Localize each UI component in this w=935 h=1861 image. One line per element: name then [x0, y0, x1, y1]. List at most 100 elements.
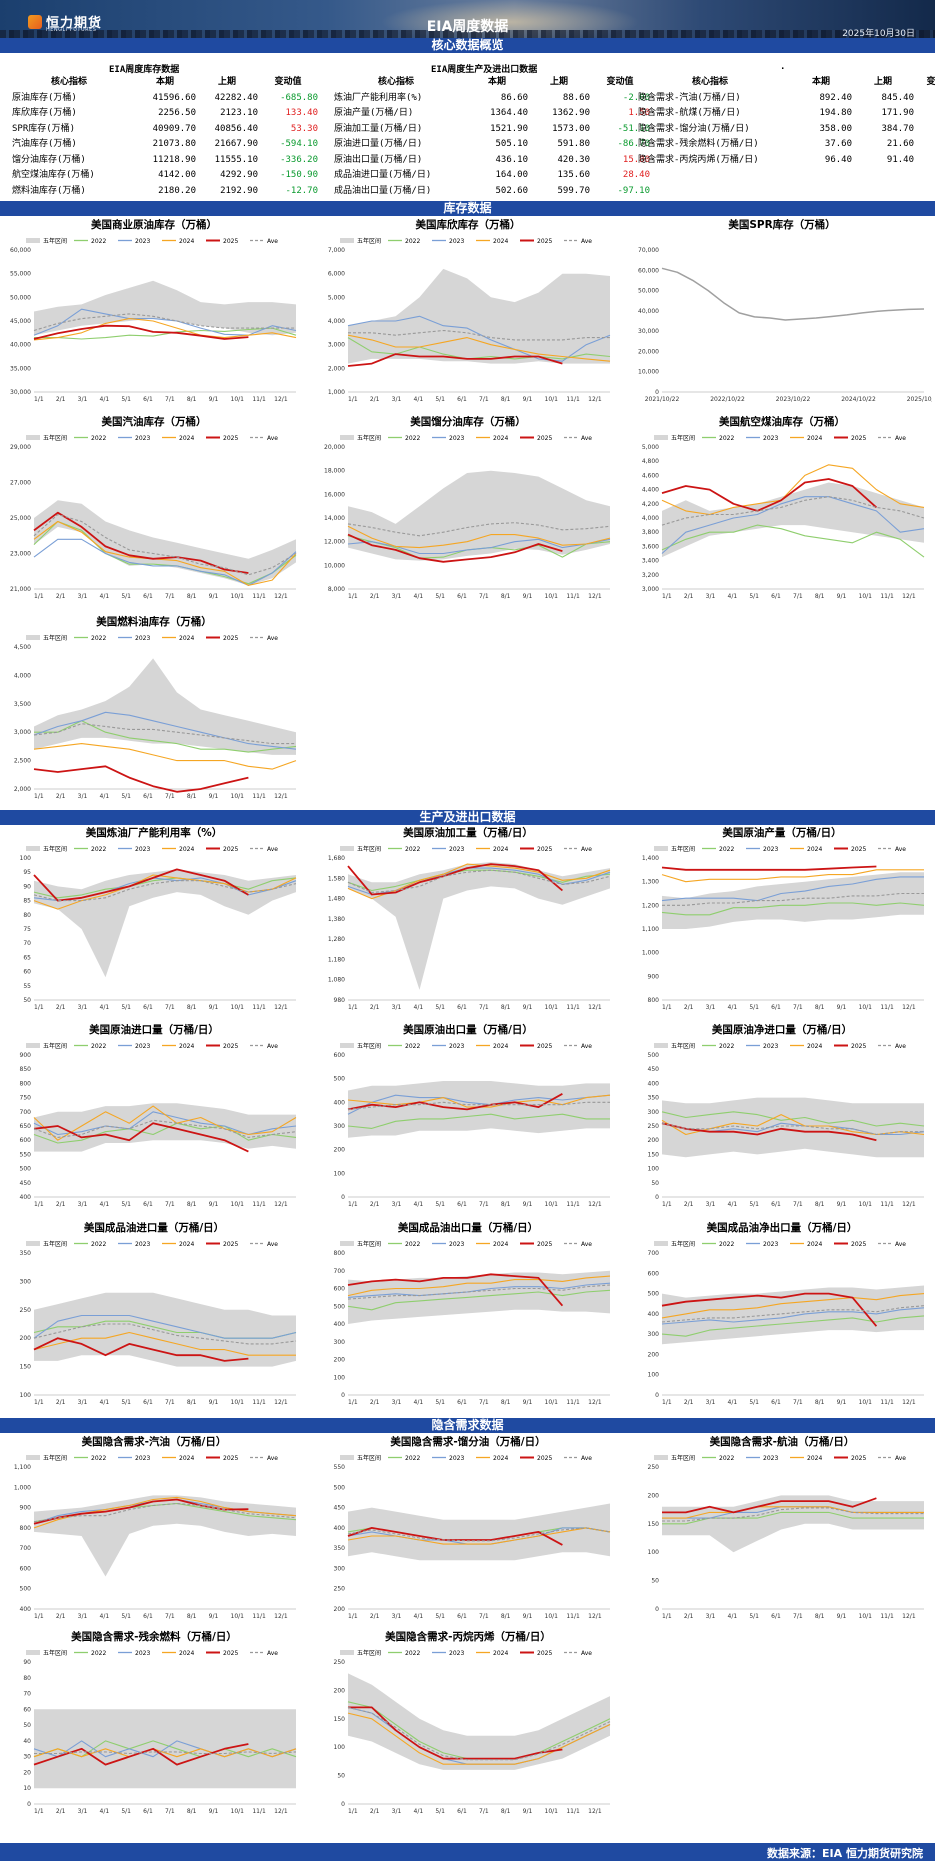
table-cell: 库欣库存(万桶): [12, 108, 77, 118]
legend-label: 2023: [135, 238, 150, 245]
legend-label: 2025: [223, 1650, 238, 1657]
table-cell: 28.40: [622, 170, 650, 180]
table-cell: 42282.40: [214, 92, 258, 103]
x-tick-label: 9/1: [523, 1808, 533, 1815]
legend-label: 2022: [405, 846, 420, 853]
x-tick-label: 3/1: [706, 1399, 716, 1406]
y-tick-label: 300: [20, 1278, 32, 1285]
x-tick-label: 2/1: [56, 1808, 66, 1815]
legend-label: Ave: [581, 846, 592, 853]
y-tick-label: 800: [334, 1250, 346, 1257]
y-tick-label: 1,080: [328, 977, 345, 984]
legend-swatch-range: [654, 1043, 668, 1048]
legend-label: 五年区间: [43, 434, 67, 442]
x-tick-label: 7/1: [793, 1004, 803, 1011]
table-cell: 21.60: [886, 139, 914, 149]
x-tick-label: 6/1: [457, 1808, 467, 1815]
legend-swatch-range: [26, 846, 40, 851]
chart-legend: 五年区间 2022 2023 2024 2025 Ave: [26, 434, 278, 442]
table-cell: 1364.40: [490, 108, 528, 118]
legend-label: 2023: [135, 1650, 150, 1657]
legend-label: 2024: [807, 1043, 822, 1050]
table-cell: -51.10: [617, 123, 650, 134]
legend-label: 2023: [763, 1043, 778, 1050]
x-tick-label: 12/1: [588, 1808, 602, 1815]
legend-label: 五年区间: [357, 434, 381, 442]
y-tick-label: 700: [648, 1250, 660, 1257]
table-cell: 16.00: [914, 137, 935, 153]
legend-label: Ave: [267, 846, 278, 853]
x-tick-label: 5/1: [435, 593, 445, 600]
legend-label: 五年区间: [671, 845, 695, 853]
x-tick-label: 4/1: [414, 1808, 424, 1815]
series-line-2022: [661, 1315, 925, 1337]
x-tick-label: 1/1: [34, 1808, 44, 1815]
legend-label: Ave: [895, 1043, 906, 1050]
x-tick-label: 6/1: [143, 1613, 153, 1620]
table-row: 库欣库存(万桶) 2256.50 2123.10 133.40: [4, 106, 318, 122]
x-tick-label: 7/1: [793, 1201, 803, 1208]
x-tick-label: 3/1: [78, 1613, 88, 1620]
x-tick-label: 1/1: [348, 396, 358, 403]
data-table: 核心指标 本期 上期 变动值 原油库存(万桶) 41596.60 42282.40 -685.…: [4, 75, 318, 199]
y-tick-label: 29,000: [10, 444, 31, 451]
x-tick-label: 2/1: [56, 1399, 66, 1406]
x-tick-label: 5/1: [749, 1004, 759, 1011]
series-line-Ave: [33, 313, 296, 332]
chart-jet: 美国航空煤油库存（万桶） 五年区间 2022 2023 2024 2025 Ave 3,000…: [642, 415, 925, 600]
series-line-Ave: [33, 880, 297, 902]
x-tick-label: 10/1: [231, 1808, 245, 1815]
x-tick-label: 7/1: [165, 1613, 175, 1620]
x-tick-label: 9/1: [523, 1201, 533, 1208]
x-tick-label: 12/1: [902, 593, 916, 600]
series-line-2024: [33, 1105, 297, 1141]
x-tick-label: 6/1: [771, 593, 781, 600]
series-line-2023: [33, 711, 297, 750]
y-tick-label: 80: [23, 1675, 31, 1682]
y-tick-label: 8,000: [328, 586, 345, 593]
table-row: 馏分油库存(万桶) 11218.90 11555.10 -336.20: [4, 153, 318, 169]
y-tick-label: 400: [20, 1606, 32, 1613]
chart-dresid: 美国隐含需求-残余燃料（万桶/日） 五年区间 2022 2023 2024 2025 Ave…: [23, 1630, 297, 1815]
series-line-2025: [661, 1292, 878, 1327]
series-line-2025: [33, 1122, 249, 1153]
series-line-2025: [661, 478, 878, 512]
series-line-Ave: [347, 1706, 611, 1761]
table-row: 成品油进口量(万桶/日) 164.00 135.60 28.40: [326, 168, 650, 184]
legend-label: 2023: [135, 1043, 150, 1050]
x-tick-label: 6/1: [771, 1613, 781, 1620]
y-tick-label: 3,600: [642, 543, 659, 550]
y-tick-label: 300: [648, 1331, 660, 1338]
series-line-SPR: [661, 267, 925, 321]
legend-label: 2023: [449, 435, 464, 442]
x-tick-label: 6/1: [143, 1004, 153, 1011]
series-line-2022: [347, 869, 611, 892]
y-tick-label: 90: [23, 1659, 31, 1666]
x-tick-label: 2/1: [684, 593, 694, 600]
y-tick-label: 4,200: [642, 501, 659, 508]
y-tick-label: 200: [648, 1137, 660, 1144]
x-tick-label: 6/1: [143, 593, 153, 600]
x-tick-label: 3/1: [392, 593, 402, 600]
y-tick-label: 20,000: [638, 348, 659, 355]
x-tick-label: 4/1: [414, 593, 424, 600]
table-cell: 591.80: [557, 139, 590, 149]
section-band-demand: 隐含需求数据: [0, 1418, 935, 1433]
table-cell: -594.10: [280, 139, 318, 149]
table-cell: 505.10: [495, 139, 528, 149]
five-year-range-area: [34, 1495, 296, 1577]
legend-label: 五年区间: [671, 434, 695, 442]
x-tick-label: 8/1: [815, 1613, 825, 1620]
legend-label: Ave: [895, 1241, 906, 1248]
chart-util: 美国炼油厂产能利用率（%） 五年区间 2022 2023 2024 2025 Ave 50 55…: [20, 826, 297, 1011]
x-tick-label: 4/1: [414, 1004, 424, 1011]
table-cell: 2123.10: [220, 108, 258, 118]
chart-distillate: 美国馏分油库存（万桶）五年区间 2022 2023 2024 2025 Ave8,0001…: [324, 415, 611, 600]
y-tick-label: 1,300: [642, 879, 659, 886]
x-tick-label: 9/1: [209, 396, 219, 403]
x-tick-label: 7/1: [479, 1399, 489, 1406]
x-tick-label: 1/1: [348, 1201, 358, 1208]
legend-label: 五年区间: [43, 634, 67, 642]
table-cell: 135.60: [557, 170, 590, 180]
table-row: 汽油库存(万桶) 21073.80 21667.90 -594.10: [4, 137, 318, 153]
